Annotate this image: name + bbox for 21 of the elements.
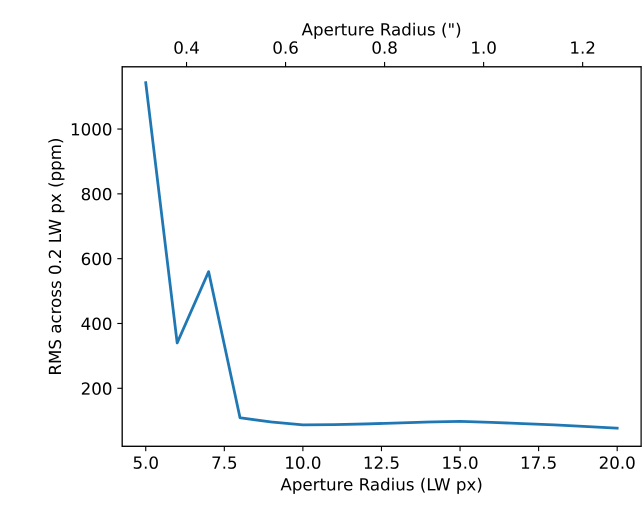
- y-tick-label: 1000: [72, 123, 112, 136]
- x2-tick-label: 0.8: [372, 41, 397, 54]
- x-tick-label: 20.0: [600, 456, 635, 469]
- y-axis-title: RMS across 0.2 LW px (ppm): [48, 138, 64, 374]
- x-tick-label: 12.5: [364, 456, 399, 469]
- line-series: [144, 81, 619, 430]
- x2-tick-label: 1.0: [472, 41, 496, 54]
- x-tick-label: 7.5: [212, 456, 236, 469]
- x2-tick-label: 0.4: [174, 41, 199, 54]
- x-tick-label: 5.0: [134, 456, 158, 469]
- x2-tick-label: 1.2: [571, 41, 594, 54]
- y-tick-label: 200: [82, 382, 112, 395]
- y-tick-label: 600: [82, 252, 112, 266]
- x-tick-label: 10.0: [286, 456, 320, 469]
- x-tick-label: 15.0: [443, 456, 478, 469]
- x2-axis-title: Aperture Radius ("): [302, 22, 460, 39]
- y-tick-label: 400: [81, 317, 112, 330]
- x-tick-label: 17.5: [522, 456, 556, 469]
- x-axis-title: Aperture Radius (LW px): [280, 478, 482, 494]
- y-tick-label: 800: [82, 188, 112, 200]
- x2-tick-label: 0.6: [273, 41, 298, 54]
